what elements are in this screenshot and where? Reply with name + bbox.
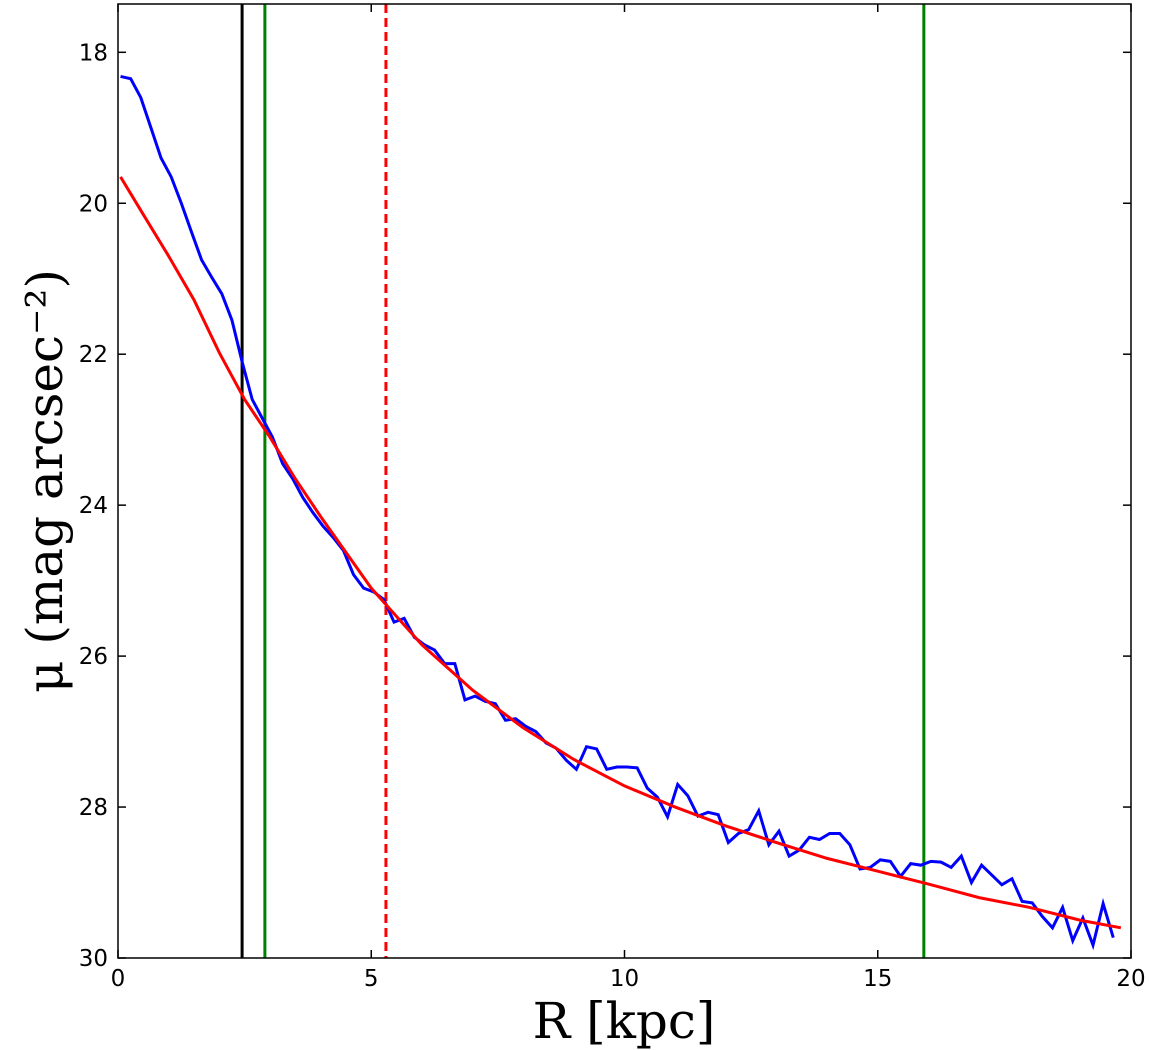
data-line: [119, 176, 1122, 930]
y-tick-label: 18: [79, 40, 108, 66]
y-axis-label: μ (mag arcsec⁻²): [16, 269, 74, 693]
data-line: [120, 74, 1115, 951]
plot-frame: [117, 3, 1132, 959]
x-axis-label: R [kpc]: [533, 992, 716, 1050]
x-tick-label: 20: [1116, 966, 1145, 992]
y-tick-label: 20: [79, 191, 108, 217]
y-tick-label: 30: [79, 946, 108, 972]
x-tick-label: 15: [863, 966, 892, 992]
x-tick-label: 5: [364, 966, 379, 992]
y-tick-label: 28: [79, 795, 108, 821]
x-tick-label: 10: [610, 966, 639, 992]
x-tick-label: 0: [111, 966, 126, 992]
y-tick-label: 24: [79, 493, 108, 519]
y-tick-label: 26: [79, 644, 108, 670]
y-tick-label: 22: [79, 342, 108, 368]
